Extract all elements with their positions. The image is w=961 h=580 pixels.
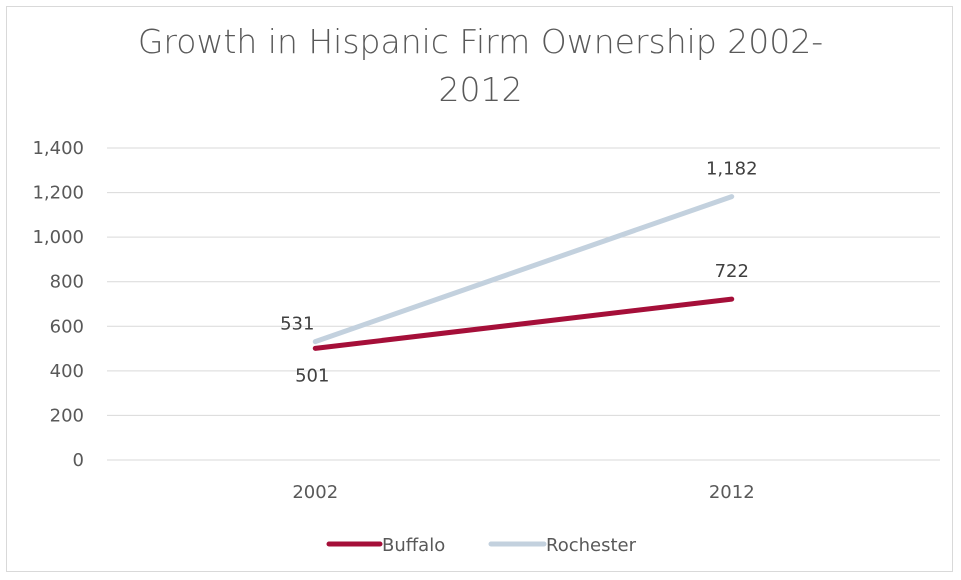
y-tick-label: 1,200 <box>32 183 84 204</box>
y-tick-label: 0 <box>73 450 84 471</box>
x-axis-ticks: 2002 2012 <box>292 482 754 503</box>
y-tick-label: 200 <box>50 405 84 426</box>
x-tick-label: 2002 <box>292 482 338 503</box>
y-tick-label: 600 <box>50 316 84 337</box>
series-line-buffalo <box>312 296 735 351</box>
y-tick-label: 1,400 <box>32 138 84 159</box>
series-lines <box>312 194 735 351</box>
data-labels: 501 722 531 1,182 <box>280 159 757 387</box>
legend: Buffalo Rochester <box>326 535 637 556</box>
legend-label: Rochester <box>546 535 637 556</box>
data-label: 501 <box>295 365 329 386</box>
data-label: 531 <box>280 314 314 335</box>
x-tick-label: 2012 <box>709 482 755 503</box>
chart-frame <box>6 6 953 572</box>
y-tick-label: 800 <box>50 272 84 293</box>
chart-title: Growth in Hispanic Firm Ownership 2002-2… <box>0 18 961 114</box>
legend-label: Buffalo <box>382 535 445 556</box>
data-label: 1,182 <box>706 159 758 180</box>
y-tick-label: 400 <box>50 361 84 382</box>
y-axis-ticks: 0 200 400 600 800 1,000 1,200 1,400 <box>32 138 84 471</box>
gridlines <box>107 147 940 461</box>
series-line-rochester <box>312 194 735 345</box>
data-label: 722 <box>715 261 749 282</box>
chart-title-text: Growth in Hispanic Firm Ownership 2002-2… <box>137 22 824 109</box>
y-tick-label: 1,000 <box>32 227 84 248</box>
